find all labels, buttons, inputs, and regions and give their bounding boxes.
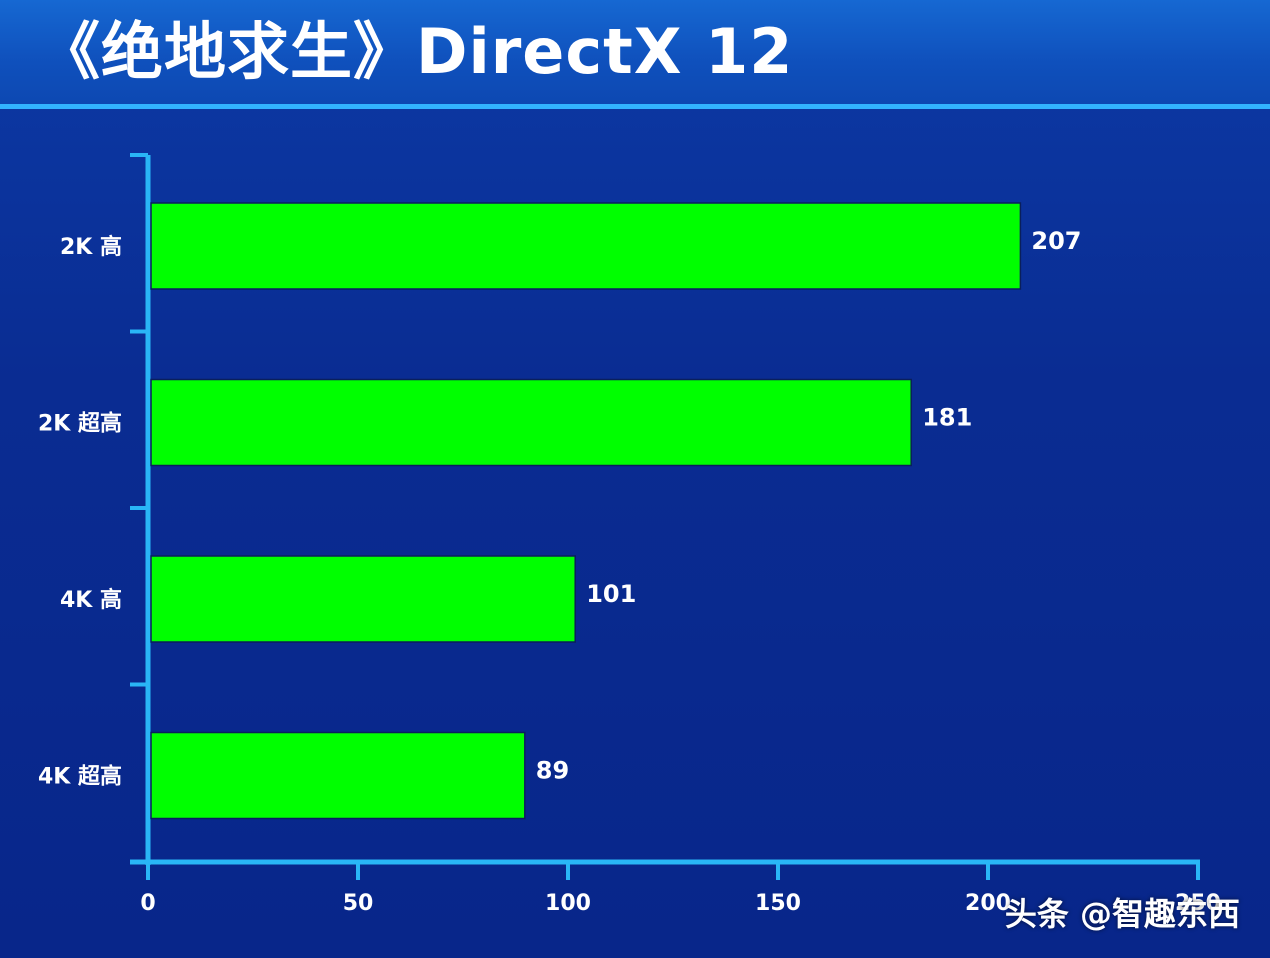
category-label: 2K 高 xyxy=(60,234,122,260)
x-tick-label: 250 xyxy=(1175,891,1221,916)
title-divider xyxy=(0,104,1270,109)
data-label: 207 xyxy=(1031,227,1081,255)
slide-title: 《绝地求生》DirectX 12 xyxy=(38,15,794,88)
x-tick-label: 200 xyxy=(965,891,1011,916)
bar xyxy=(150,731,526,820)
x-tick-label: 100 xyxy=(545,891,591,916)
category-label: 4K 超高 xyxy=(38,764,122,790)
bar xyxy=(150,555,576,643)
data-label: 181 xyxy=(922,404,972,432)
title-bar: 《绝地求生》DirectX 12 xyxy=(0,0,1270,104)
bar xyxy=(150,378,912,467)
x-tick-label: 0 xyxy=(140,891,155,916)
category-label: 2K 超高 xyxy=(38,411,122,437)
watermark: 头条 @智趣东西 xyxy=(1004,895,1240,933)
data-label: 89 xyxy=(536,757,569,785)
x-tick-label: 150 xyxy=(755,891,801,916)
chart-bars xyxy=(150,202,1022,820)
category-label: 4K 高 xyxy=(60,587,122,613)
x-tick-label: 50 xyxy=(343,891,374,916)
data-label: 101 xyxy=(586,580,636,608)
bar xyxy=(150,202,1022,290)
chart-axes: 0 50 100 150 200 250 xyxy=(130,153,1221,916)
chart-labels: 2K 高 207 2K 超高 181 4K 高 101 4K 超高 89 xyxy=(38,227,1082,790)
